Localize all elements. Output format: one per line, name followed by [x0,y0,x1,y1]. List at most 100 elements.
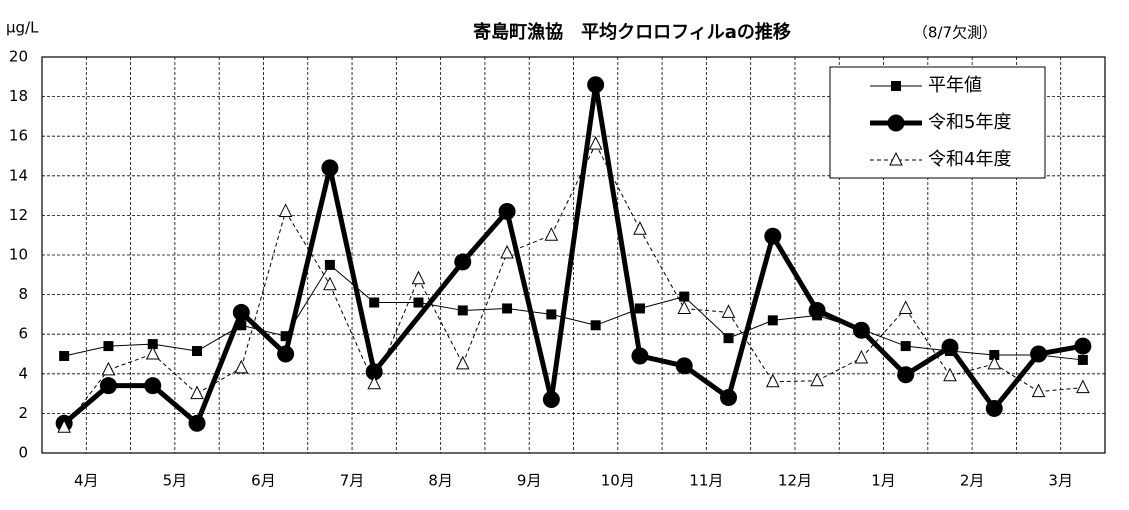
y-tick-label: 10 [9,246,28,264]
series-line [108,343,153,347]
series-line [994,363,1039,393]
y-axis-label: μg/L [6,19,39,37]
marker [236,320,247,331]
marker [502,303,513,314]
marker [767,315,778,326]
marker [1076,379,1090,394]
marker [188,414,206,432]
series-line [770,234,820,312]
marker [57,419,71,433]
x-tick-label: 8月 [428,472,453,490]
marker [985,399,1003,417]
series-line [595,143,641,230]
series-line [593,84,643,357]
x-tick-label: 9月 [517,472,542,490]
marker [633,221,647,235]
legend-marker [889,151,903,166]
x-tick-label: 12月 [778,472,812,490]
marker [59,350,70,361]
marker [190,385,204,400]
y-tick-label: 4 [18,364,28,382]
marker [1031,383,1046,398]
marker [1077,354,1088,365]
marker [413,297,424,308]
marker [457,305,468,316]
y-tick-label: 0 [18,444,28,462]
marker [987,355,1002,370]
marker [455,355,470,370]
series-line [152,353,198,394]
marker [723,333,734,344]
series-line [947,345,997,410]
series-line [194,311,244,425]
x-tick-label: 2月 [960,472,985,490]
marker [99,377,117,395]
x-tick-label: 10月 [601,472,635,490]
series-line [682,363,730,400]
series-line [550,143,597,236]
marker [367,375,381,390]
series-line [329,264,375,303]
marker [369,297,380,308]
x-tick-label: 1月 [871,472,896,490]
series-line [240,211,287,368]
series-line [728,319,773,339]
y-tick-label: 18 [9,87,28,105]
series-line [373,278,419,384]
series-line [506,234,552,254]
x-tick-label: 4月 [74,472,99,490]
series-line [684,307,729,313]
series-line [726,235,776,399]
marker [590,320,601,331]
series-line [283,167,333,355]
marker [103,341,114,352]
marker [454,253,472,271]
series-line [859,328,908,377]
marker [324,259,335,270]
marker [808,301,826,319]
marker [720,389,738,407]
marker [634,303,645,314]
legend-marker [891,81,901,91]
marker [631,347,649,365]
series-line [1038,387,1083,393]
x-tick-label: 5月 [163,472,188,490]
x-tick-label: 3月 [1048,472,1073,490]
marker [546,309,557,320]
marker [144,377,162,395]
marker [675,357,693,375]
y-tick-label: 14 [9,166,28,184]
series-line [460,209,509,264]
chart-title: 寄島町漁協 平均クロロフィルaの推移 [473,21,791,43]
marker [587,76,605,94]
marker [542,391,560,409]
marker [147,339,158,350]
marker [1074,337,1092,355]
series-line [108,353,153,371]
marker [941,338,959,356]
series-line [462,252,508,365]
legend-label: 平年値 [928,75,982,96]
legend-label: 令和5年度 [928,112,1011,133]
annotation: （8/7欠測） [913,24,997,42]
marker [101,361,116,376]
legend-marker [887,114,905,132]
series-line [992,352,1041,411]
x-tick-label: 7月 [340,472,365,490]
marker [1030,345,1048,363]
marker [232,303,250,321]
marker [679,291,690,302]
series-line [372,260,465,374]
series-line [152,343,198,352]
series-line [239,310,288,356]
marker [766,373,780,388]
marker [498,202,516,220]
series-line [62,383,111,426]
marker [365,363,383,381]
legend-box [829,66,1046,179]
series-line [151,383,199,426]
series-line [683,296,729,339]
marker [321,159,339,177]
y-tick-label: 20 [9,48,28,66]
